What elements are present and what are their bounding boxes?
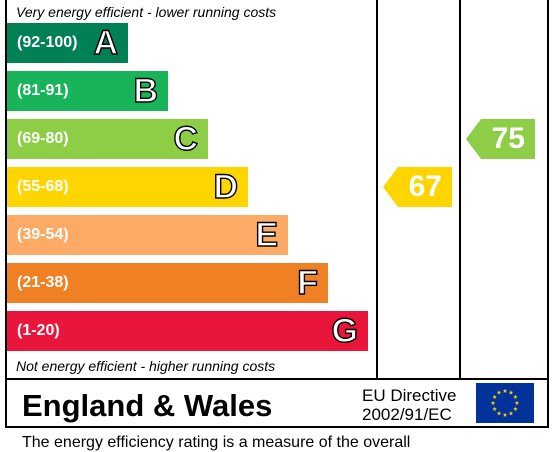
- band-e: (39-54) E: [7, 215, 288, 255]
- eu-star-icon: [492, 394, 497, 399]
- eu-flag-icon: [476, 383, 534, 423]
- eu-star-icon: [502, 388, 508, 393]
- band-c: (69-80) C: [7, 119, 208, 159]
- current-column-divider: [376, 0, 378, 380]
- top-note: Very energy efficient - lower running co…: [16, 4, 277, 20]
- band-range-label: (81-91): [17, 82, 69, 99]
- chart-frame: [5, 0, 549, 428]
- band-range-label: (92-100): [17, 34, 78, 51]
- band-range-label: (69-80): [17, 130, 69, 147]
- directive-line-2: 2002/91/EC: [362, 405, 452, 424]
- band-b: (81-91) B: [7, 71, 168, 111]
- eu-star-icon: [502, 412, 508, 417]
- eu-star-icon: [514, 400, 520, 405]
- band-d: (55-68) D: [7, 167, 248, 207]
- band-letter-label: E: [255, 215, 279, 254]
- potential-column-divider: [459, 0, 461, 380]
- caption: The energy efficiency rating is a measur…: [22, 434, 411, 451]
- current-rating-arrow: 67: [383, 167, 452, 207]
- rating-value: 67: [408, 170, 442, 203]
- eu-star-icon: [490, 400, 496, 405]
- eu-star-icon: [508, 410, 514, 416]
- eu-star-icon: [496, 390, 502, 395]
- band-letter-label: C: [173, 119, 199, 158]
- band-letter-label: G: [331, 311, 359, 350]
- eu-star-icon: [508, 390, 514, 395]
- band-range-label: (55-68): [17, 178, 69, 195]
- rating-value: 75: [491, 122, 525, 155]
- eu-star-icon: [513, 394, 518, 399]
- bottom-note: Not energy efficient - higher running co…: [16, 358, 276, 374]
- band-range-label: (39-54): [17, 226, 69, 243]
- band-a: (92-100) A: [7, 23, 128, 63]
- band-letter-label: F: [297, 263, 319, 302]
- eu-star-icon: [496, 410, 502, 416]
- eu-star-icon: [492, 406, 497, 411]
- band-letter-label: D: [213, 167, 239, 206]
- band-letter-label: B: [133, 71, 159, 110]
- band-g: (1-20) G: [7, 311, 368, 351]
- band-range-label: (1-20): [17, 322, 60, 339]
- region-title: England & Wales: [22, 388, 273, 423]
- eu-star-icon: [513, 406, 518, 411]
- band-range-label: (21-38): [17, 274, 69, 291]
- potential-rating-arrow: 75: [466, 119, 535, 159]
- band-letter-label: A: [93, 23, 119, 62]
- band-f: (21-38) F: [7, 263, 328, 303]
- footer-divider: [5, 378, 549, 380]
- directive-line-1: EU Directive: [362, 386, 457, 405]
